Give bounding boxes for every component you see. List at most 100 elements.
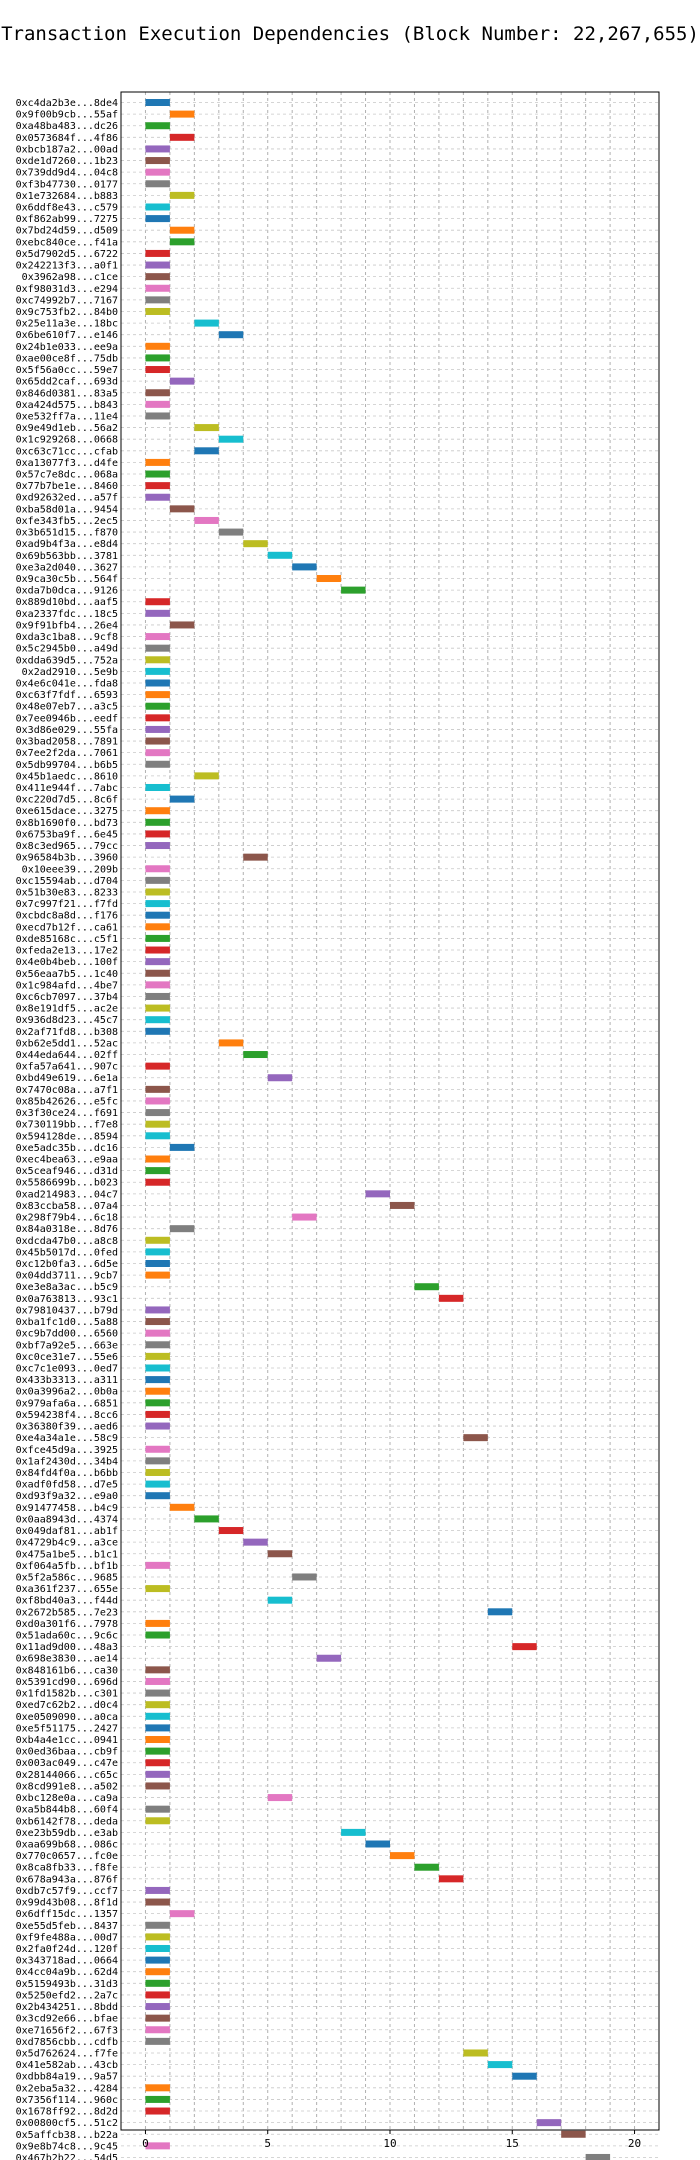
transaction-label: 0xe0509090...a0ca [16,1712,118,1723]
transaction-label: 0xdb7c57f9...ccf7 [16,1886,118,1897]
transaction-bar [145,912,169,919]
transaction-bar [145,703,169,710]
transaction-bar [145,1248,169,1255]
transaction-label: 0x5d762624...f7fe [16,2048,118,2059]
transaction-label: 0xda7b0dca...9126 [16,586,118,597]
transaction-label: 0xdcda47b0...a8c8 [16,1236,118,1247]
transaction-bar [145,958,169,965]
transaction-bar [170,238,194,245]
transaction-label: 0xba1fc1d0...5a88 [16,1317,118,1328]
transaction-bar [145,680,169,687]
transaction-bar [145,970,169,977]
transaction-label: 0x7bd24d59...d509 [16,226,118,237]
transaction-label: 0xebc840ce...f41a [16,237,118,248]
transaction-label: 0x5f2a586c...9685 [16,1572,118,1583]
transaction-label: 0xd92632ed...a57f [16,493,118,504]
transaction-bar [145,1968,169,1975]
transaction-bar [145,749,169,756]
transaction-bar [586,2154,610,2160]
transaction-label: 0x5250efd2...2a7c [16,1990,118,2001]
transaction-label: 0x2ad2910...5e9b [22,667,118,678]
transaction-bar [194,772,218,779]
transaction-label: 0x4729b4c9...a3ce [16,1538,118,1549]
transaction-label: 0x7ee2f2da...7061 [16,748,118,759]
transaction-bar [145,401,169,408]
transaction-bar [145,1666,169,1673]
transaction-bar [145,1353,169,1360]
transaction-label: 0x7470c08a...a7f1 [16,1085,118,1096]
transaction-bar [145,471,169,478]
y-axis-labels: 0xc4da2b3e...8de40x9f00b9cb...55af0xa48b… [16,98,118,2160]
transaction-bar [463,1434,487,1441]
transaction-bar [145,1678,169,1685]
transaction-bar [145,1179,169,1186]
transaction-bar [145,807,169,814]
transaction-bar [145,714,169,721]
transaction-bar [145,215,169,222]
transaction-label: 0xd0a301f6...7978 [16,1619,118,1630]
transaction-label: 0x5d7902d5...6722 [16,249,118,260]
transaction-bar [145,1028,169,1035]
transaction-bar [292,1573,316,1580]
transaction-bar [145,2096,169,2103]
transaction-label: 0xe615dace...3275 [16,806,118,817]
transaction-label: 0xae00ce8f...75db [16,353,118,364]
transaction-label: 0x4e0b4beb...100f [16,957,118,968]
transaction-label: 0x91477458...b4c9 [16,1503,118,1514]
transaction-label: 0xe3a2d040...3627 [16,562,118,573]
transaction-label: 0x846d0381...83a5 [16,388,118,399]
transaction-label: 0xaa699b68...086c [16,1840,118,1851]
transaction-label: 0x8e191df5...ac2e [16,1004,118,1015]
transaction-label: 0x1c929268...0668 [16,435,118,446]
transaction-bar [414,1283,438,1290]
transaction-label: 0x0a3996a2...0b0a [16,1387,118,1398]
transaction-label: 0xfeda2e13...17e2 [16,946,118,957]
transaction-label: 0xe55d5feb...8437 [16,1921,118,1932]
transaction-bar [145,1562,169,1569]
transaction-bar [145,1423,169,1430]
transaction-bar [145,2038,169,2045]
transaction-bar [439,1295,463,1302]
transaction-label: 0x45b5017d...0fed [16,1247,118,1258]
transaction-bar [194,447,218,454]
transaction-label: 0x8b1690f0...bd73 [16,818,118,829]
transaction-label: 0x9ca30c5b...564f [16,574,118,585]
transaction-bar [145,1817,169,1824]
transaction-label: 0x56eaa7b5...1c40 [16,969,118,980]
transaction-label: 0xb4a4e1cc...0941 [16,1735,118,1746]
transaction-bar [194,320,218,327]
transaction-label: 0xa424d575...b843 [16,400,118,411]
transaction-label: 0xc74992b7...7167 [16,295,118,306]
transaction-bar [170,134,194,141]
transaction-label: 0x4cc04a9b...62d4 [16,1967,118,1978]
transaction-label: 0x003ac049...c47e [16,1758,118,1769]
transaction-bar [170,227,194,234]
transaction-bar [145,1167,169,1174]
transaction-bar [145,1086,169,1093]
transaction-bar [145,726,169,733]
transaction-bar [145,1922,169,1929]
transaction-label: 0xa2337fdc...18c5 [16,609,118,620]
transaction-label: 0xad9b4f3a...e8d4 [16,539,118,550]
transaction-label: 0xc7c1e093...0ed7 [16,1363,118,1374]
transaction-bar [145,784,169,791]
x-tick-label: 0 [142,2137,149,2150]
transaction-label: 0x0573684f...4f86 [16,133,118,144]
transaction-label: 0xf8bd40a3...f44d [16,1596,118,1607]
transaction-label: 0x7ee0946b...eedf [16,713,118,724]
transaction-bar [194,424,218,431]
transaction-bar [439,1875,463,1882]
transaction-label: 0x2af71fd8...b308 [16,1027,118,1038]
transaction-bar [194,1515,218,1522]
transaction-bar [145,1759,169,1766]
transaction-bar [145,296,169,303]
transaction-bar [219,1527,243,1534]
transaction-bar [145,1109,169,1116]
transaction-label: 0x594128de...8594 [16,1131,118,1142]
transaction-bar [145,1481,169,1488]
transaction-bar [268,1794,292,1801]
transaction-bar [561,2131,585,2138]
transaction-label: 0xf862ab99...7275 [16,214,118,225]
transaction-bar [145,1748,169,1755]
transaction-label: 0x99d43b08...8f1d [16,1898,118,1909]
